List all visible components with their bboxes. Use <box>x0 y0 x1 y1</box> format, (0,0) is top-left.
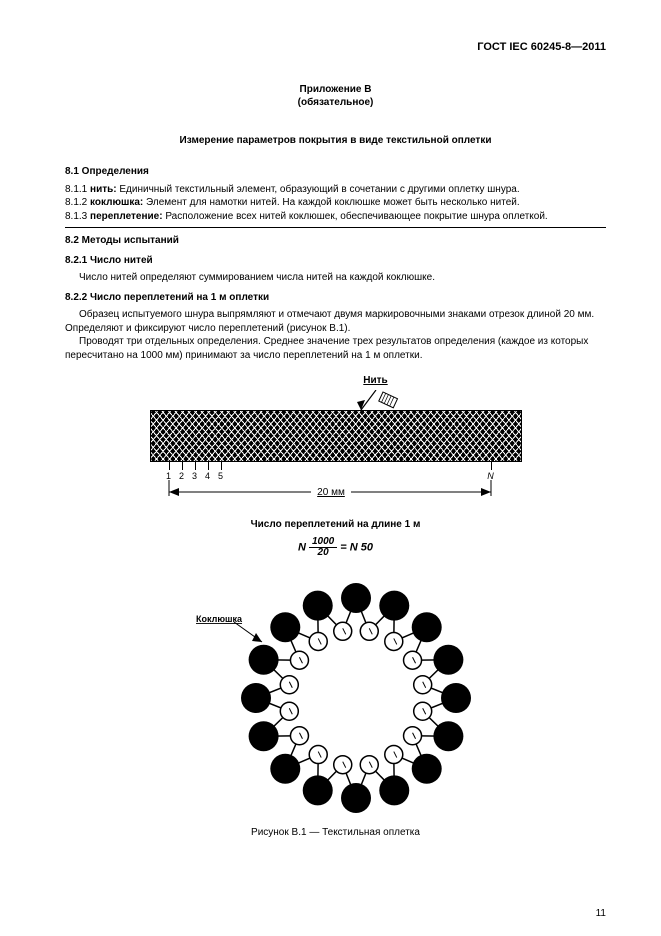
inner-node <box>384 633 402 651</box>
outer-node <box>241 683 271 713</box>
def-text: Элемент для намотки нитей. На каждой кок… <box>146 197 520 208</box>
appendix-line1: Приложение В <box>300 84 372 95</box>
inner-node <box>360 756 378 774</box>
outer-node <box>433 645 463 675</box>
tick-n: N <box>487 470 494 482</box>
tick-1: 1 <box>166 470 171 482</box>
tick-5: 5 <box>218 470 223 482</box>
formula-caption: Число переплетений на длине 1 м <box>65 518 606 532</box>
def-8-1-3: 8.1.3 переплетение: Расположение всех ни… <box>65 210 606 224</box>
def-num: 8.1.1 <box>65 184 90 195</box>
figure-caption: Рисунок В.1 — Текстильная оплетка <box>65 826 606 840</box>
inner-node <box>403 652 421 670</box>
outer-node <box>270 754 300 784</box>
inner-node <box>309 746 327 764</box>
tick-4: 4 <box>205 470 210 482</box>
inner-node <box>360 623 378 641</box>
def-num: 8.1.3 <box>65 211 90 222</box>
inner-node <box>384 746 402 764</box>
separator <box>65 227 606 228</box>
def-term: коклюшка: <box>90 197 143 208</box>
f-den: 20 <box>309 548 337 558</box>
formula: N 1000 20 = N 50 <box>65 537 606 558</box>
fraction: 1000 20 <box>309 537 337 558</box>
def-text: Единичный текстильный элемент, образующи… <box>119 184 519 195</box>
def-8-1-2: 8.1.2 коклюшка: Элемент для намотки ните… <box>65 196 606 210</box>
appendix-line2: (обязательное) <box>298 97 374 108</box>
dimension-line: 20 мм <box>151 480 521 508</box>
tick-3: 3 <box>192 470 197 482</box>
outer-node <box>433 722 463 752</box>
thread-label: Нить <box>105 374 646 388</box>
p-8-2-2b: Проводят три отдельных определения. Сред… <box>65 335 606 362</box>
outer-node <box>341 783 371 813</box>
sec-8-1: 8.1 Определения <box>65 165 606 179</box>
pointer-icon <box>151 390 521 410</box>
inner-node <box>333 623 351 641</box>
dim-label: 20 мм <box>317 487 345 498</box>
def-term: переплетение: <box>90 211 163 222</box>
def-num: 8.1.2 <box>65 197 90 208</box>
inner-node <box>290 727 308 745</box>
outer-node <box>248 722 278 752</box>
document-page: ГОСТ IEC 60245-8—2011 Приложение В (обяз… <box>0 0 661 936</box>
sec-8-2-2: 8.2.2 Число переплетений на 1 м оплетки <box>65 291 606 305</box>
outer-node <box>441 683 471 713</box>
def-term: нить: <box>90 184 117 195</box>
outer-node <box>341 583 371 613</box>
figure-block: Нить 1 2 3 4 5 N <box>65 374 606 840</box>
section-title: Измерение параметров покрытия в виде тек… <box>65 134 606 148</box>
outer-node <box>379 591 409 621</box>
page-number: 11 <box>596 907 606 921</box>
outer-node <box>302 776 332 806</box>
appendix-heading: Приложение В (обязательное) <box>65 83 606 110</box>
inner-node <box>333 756 351 774</box>
inner-node <box>413 703 431 721</box>
sec-8-2-1: 8.2.1 Число нитей <box>65 254 606 268</box>
outer-node <box>379 776 409 806</box>
def-text: Расположение всех нитей коклюшек, обеспе… <box>165 211 547 222</box>
tick-2: 2 <box>179 470 184 482</box>
inner-node <box>309 633 327 651</box>
p-8-2-1: Число нитей определяют суммированием чис… <box>65 271 606 285</box>
circle-diagram: Коклюшка <box>176 570 496 820</box>
f-N: N <box>298 542 306 554</box>
inner-node <box>403 727 421 745</box>
inner-node <box>280 703 298 721</box>
f-rhs: N 50 <box>350 542 373 554</box>
koklyushka-label: Коклюшка <box>196 614 243 624</box>
tick-marks: 1 2 3 4 5 N <box>151 462 521 480</box>
def-8-1-1: 8.1.1 нить: Единичный текстильный элемен… <box>65 183 606 197</box>
outer-node <box>302 591 332 621</box>
outer-node <box>411 754 441 784</box>
outer-node <box>248 645 278 675</box>
braid-pattern <box>150 410 522 462</box>
f-eq: = <box>340 542 349 554</box>
outer-node <box>270 613 300 643</box>
inner-node <box>280 676 298 694</box>
document-id: ГОСТ IEC 60245-8—2011 <box>65 40 606 55</box>
outer-node <box>411 613 441 643</box>
p-8-2-2a: Образец испытуемого шнура выпрямляют и о… <box>65 308 606 335</box>
sec-8-2: 8.2 Методы испытаний <box>65 234 606 248</box>
inner-node <box>413 676 431 694</box>
inner-node <box>290 652 308 670</box>
